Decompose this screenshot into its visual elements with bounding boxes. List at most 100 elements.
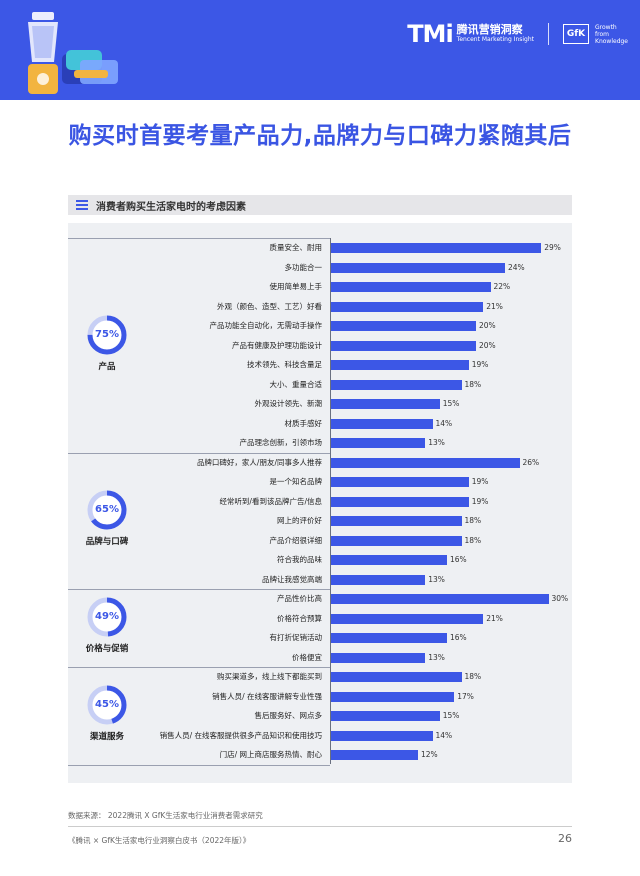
category-label: 门店/ 网上商店服务热情、耐心 <box>219 750 322 759</box>
bar <box>331 282 491 292</box>
appliances-illustration <box>28 12 118 94</box>
bar <box>331 652 426 663</box>
value-label: 21% <box>486 613 503 623</box>
bar <box>331 262 505 273</box>
group-share-label: 45% <box>95 699 119 710</box>
gfk-tagline-line: from <box>595 30 609 38</box>
value-label: 18% <box>464 672 482 681</box>
bar <box>331 340 476 351</box>
donut-fill <box>87 490 127 530</box>
footer-divider <box>68 826 572 827</box>
group-separator <box>68 238 330 239</box>
donut-ring <box>87 490 127 530</box>
gfk-logo: GfK <box>563 24 590 44</box>
group-share-label: 49% <box>95 611 119 623</box>
value-label: 13% <box>428 574 445 584</box>
category-label: 价格符合预算 <box>277 613 322 623</box>
tmi-logo-text: 腾讯营销洞察 Tencent Marketing Insight <box>457 24 534 44</box>
bar <box>331 457 520 468</box>
bar <box>331 321 476 331</box>
report-title: 《腾讯 × GfK生活家电行业洞察白皮书（2022年版）》 <box>68 836 251 845</box>
category-label: 技术领先、科技含量足 <box>247 360 322 369</box>
bar <box>331 496 469 507</box>
chart-title-bar: 消费者购买生活家电时的考虑因素 <box>68 195 572 215</box>
category-label: 是一个知名品牌 <box>269 477 323 486</box>
tmi-cn-name: 腾讯营销洞察 <box>456 23 523 36</box>
chart-panel <box>68 223 572 783</box>
value-label: 20% <box>479 340 496 350</box>
group-donut: 65% <box>86 489 128 531</box>
group-label: 产品 <box>98 361 116 372</box>
value-label: 15% <box>442 399 460 408</box>
donut-fill <box>87 597 127 637</box>
category-label: 销售人员/ 在线客服讲解专业性强 <box>212 691 322 701</box>
bar <box>331 379 462 390</box>
page-number: 26 <box>558 832 572 845</box>
value-label: 17% <box>457 691 474 701</box>
bar <box>331 243 542 253</box>
category-label: 价格便宜 <box>292 652 322 662</box>
category-label: 网上的评价好 <box>277 516 322 525</box>
donut-ring <box>87 315 127 354</box>
chart-title: 消费者购买生活家电时的考虑因素 <box>96 201 246 213</box>
category-label: 产品功能全自动化，无需动手操作 <box>209 321 323 330</box>
value-label: 18% <box>464 516 482 525</box>
bar <box>331 438 426 448</box>
bar <box>331 750 418 760</box>
value-label: 26% <box>522 457 540 467</box>
category-label: 多功能合一 <box>284 262 323 272</box>
group-donut: 75% <box>86 314 128 356</box>
value-label: 29% <box>544 243 561 252</box>
bar <box>331 711 440 721</box>
bar <box>331 633 447 643</box>
category-label: 品牌让我感觉高端 <box>262 574 322 584</box>
group-donut: 45% <box>86 684 128 726</box>
category-label: 产品性价比高 <box>277 594 322 603</box>
tmi-logo: TMi <box>407 20 453 48</box>
category-label: 购买渠道多，线上线下都能买到 <box>217 672 322 681</box>
gfk-tagline: Growth from Knowledge <box>595 24 628 45</box>
group-separator <box>68 452 330 454</box>
group-separator <box>68 589 330 591</box>
value-label: 18% <box>464 535 482 545</box>
tmi-en-name: Tencent Marketing Insight <box>456 36 535 43</box>
bar <box>331 360 469 370</box>
value-label: 19% <box>471 360 489 369</box>
group-label: 渠道服务 <box>89 732 124 742</box>
value-label: 16% <box>450 633 467 642</box>
category-label: 使用简单易上手 <box>269 282 323 291</box>
bar <box>331 399 440 409</box>
category-label: 售后服务好、网点多 <box>254 711 323 720</box>
bar <box>331 730 433 741</box>
value-label: 14% <box>435 730 453 740</box>
logo-divider <box>548 23 550 45</box>
group-donut: 49% <box>86 596 128 638</box>
category-label: 销售人员/ 在线客服提供很多产品知识和使用技巧 <box>159 730 322 740</box>
group-separator <box>68 764 330 766</box>
page-title: 购买时首要考量产品力,品牌力与口碑力紧随其后 <box>68 123 572 149</box>
category-label: 符合我的品味 <box>277 555 322 564</box>
menu-lines-icon <box>76 200 88 210</box>
gfk-tagline-line: Growth <box>595 23 617 31</box>
category-label: 大小、重量合适 <box>269 379 323 389</box>
donut-ring <box>87 597 127 637</box>
value-label: 24% <box>508 262 525 272</box>
value-label: 21% <box>486 301 503 311</box>
group-separator <box>68 667 330 669</box>
donut-fill <box>87 685 127 725</box>
category-label: 质量安全、耐用 <box>269 243 323 252</box>
category-label: 有打折促销活动 <box>269 633 323 642</box>
value-label: 13% <box>428 438 445 447</box>
value-label: 14% <box>435 418 453 428</box>
value-label: 15% <box>442 711 460 720</box>
value-label: 13% <box>428 652 445 662</box>
gfk-tagline-line: Knowledge <box>595 37 628 45</box>
bar <box>331 613 484 624</box>
bar <box>331 691 455 702</box>
value-label: 18% <box>464 379 482 389</box>
chart-axis-line <box>330 238 331 764</box>
group-share-label: 75% <box>95 328 119 340</box>
bar <box>331 418 433 429</box>
category-label: 产品理念创新，引领市场 <box>239 438 323 447</box>
bar <box>331 594 549 604</box>
